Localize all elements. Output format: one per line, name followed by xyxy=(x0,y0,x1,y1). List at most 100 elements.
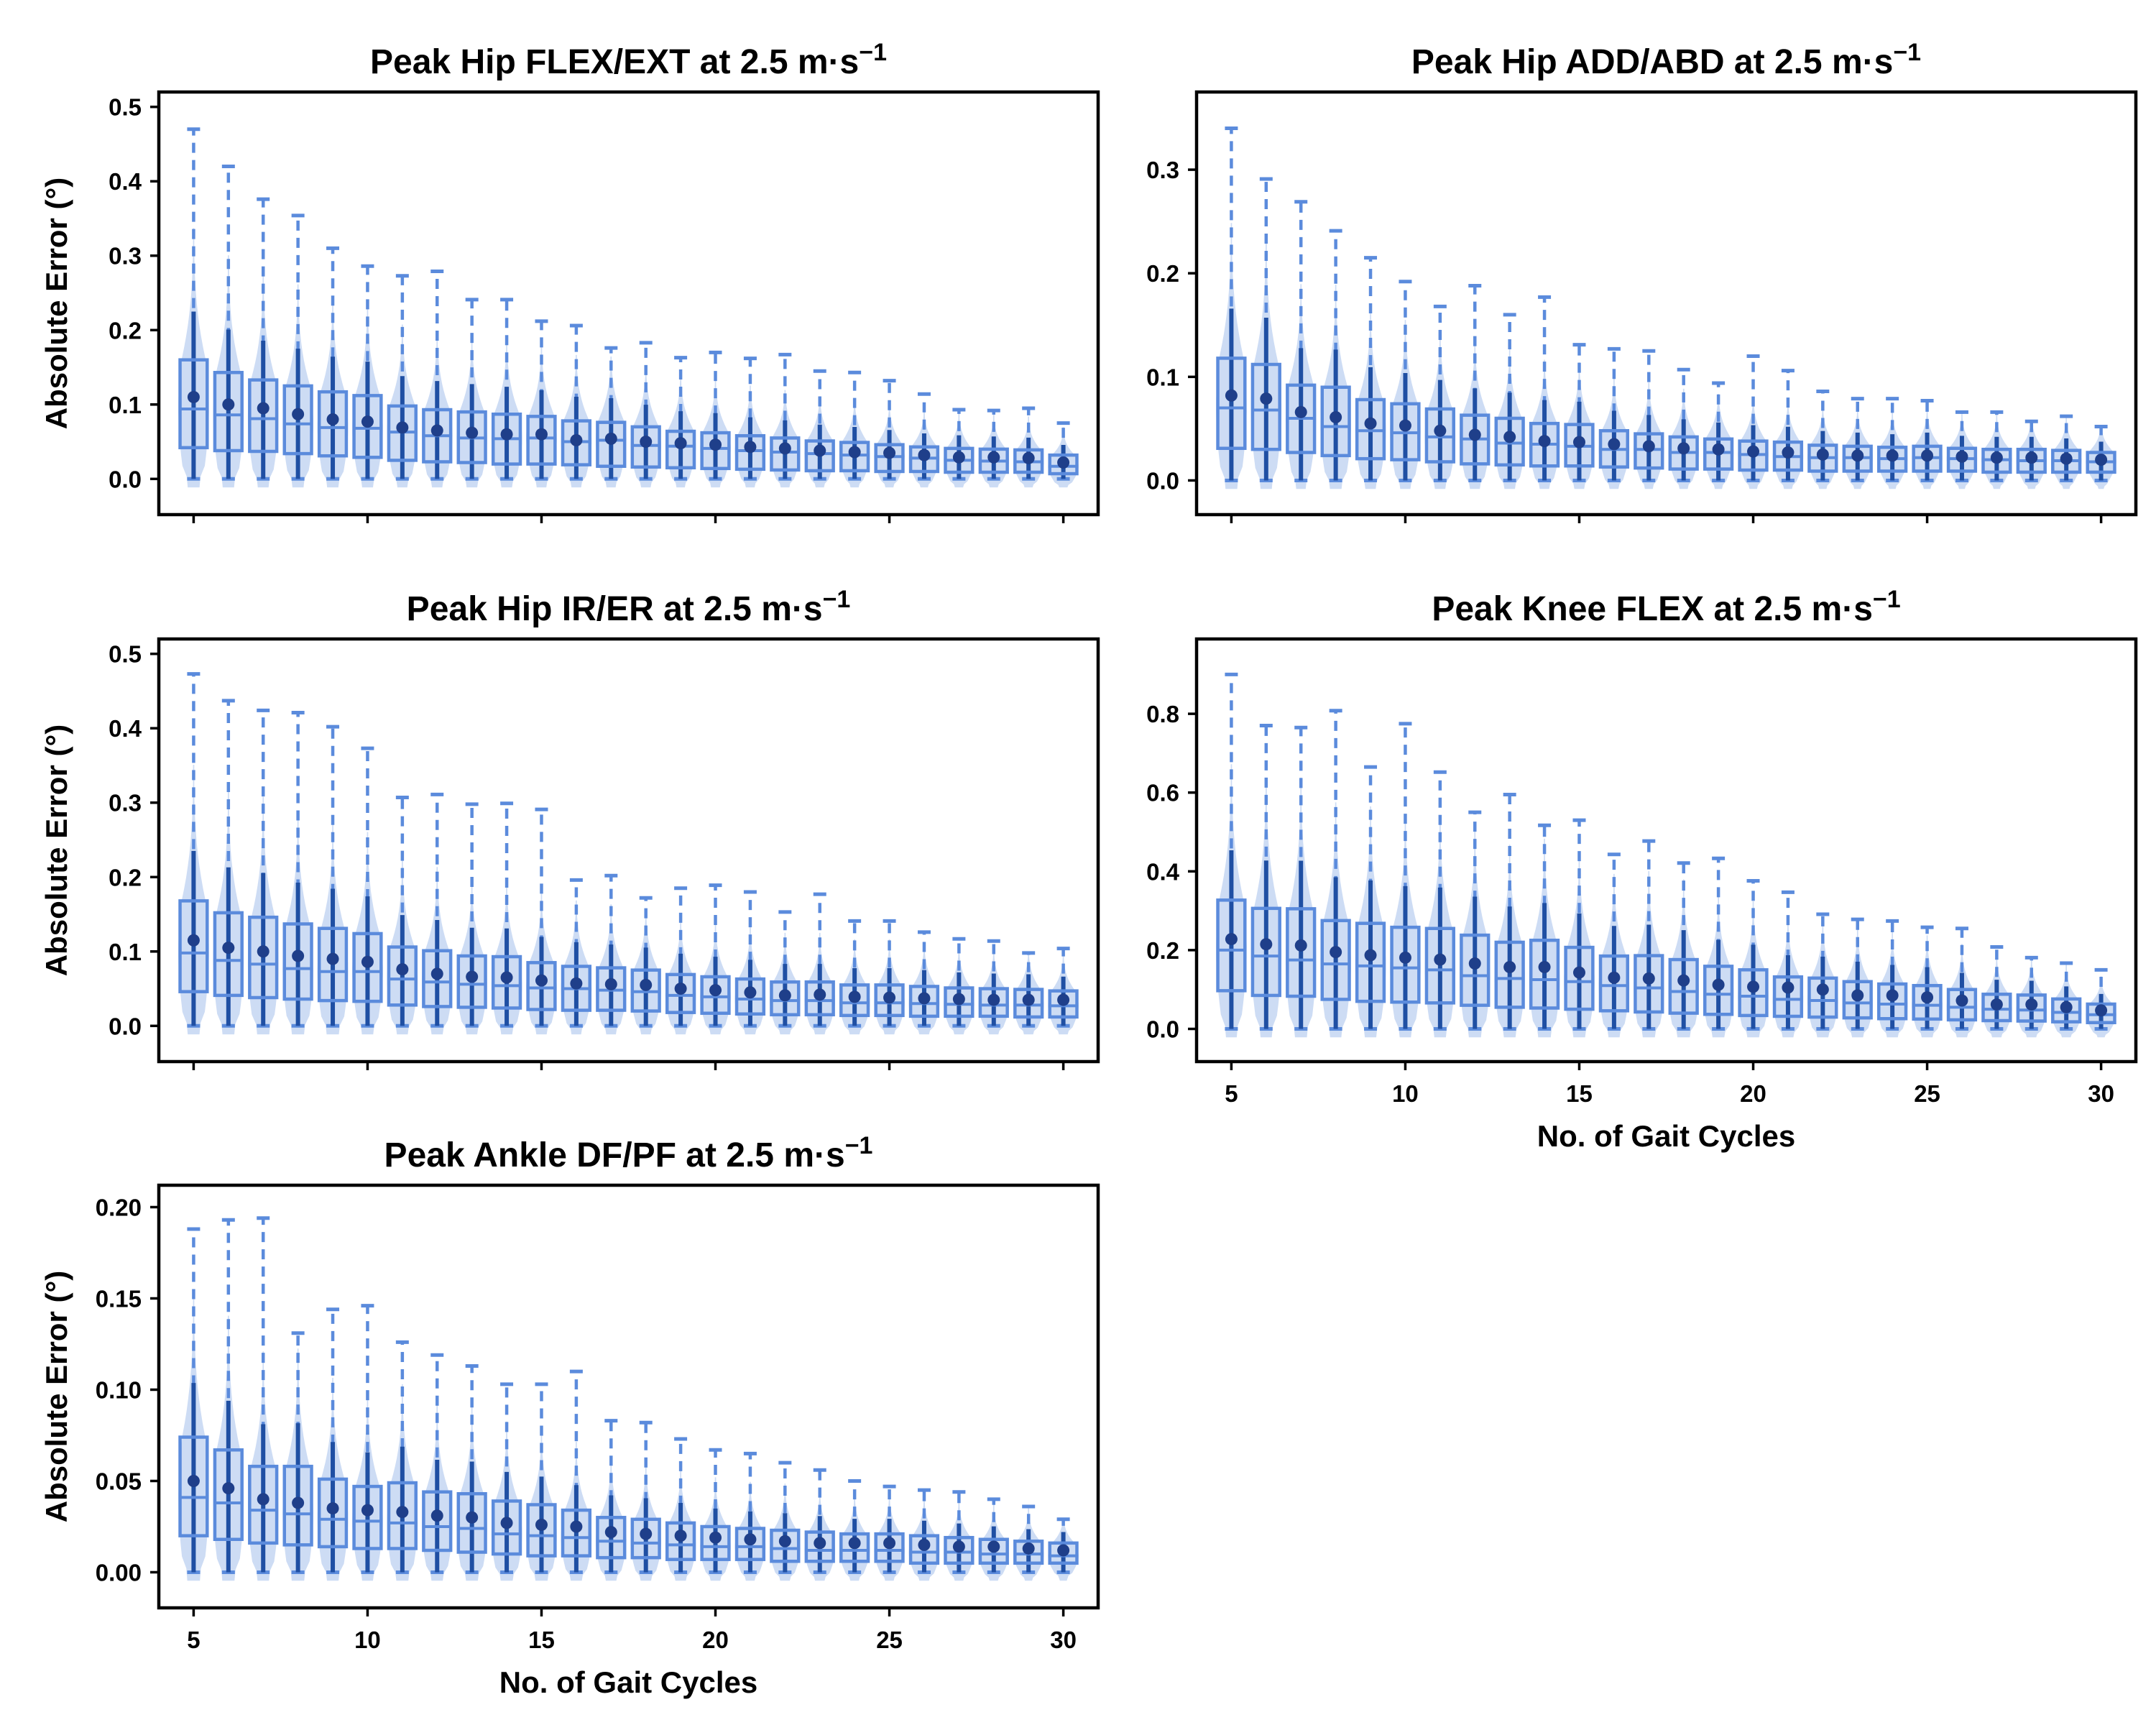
mean-marker xyxy=(1468,957,1481,970)
box-group xyxy=(700,883,731,1035)
box-group xyxy=(2051,414,2082,489)
x-tick-label: 5 xyxy=(187,1627,200,1653)
mean-marker xyxy=(1434,424,1447,437)
mean-marker xyxy=(1225,933,1238,946)
box-group xyxy=(1424,770,1456,1038)
box xyxy=(1946,988,1978,1022)
mean-marker xyxy=(1712,443,1725,456)
box-group xyxy=(1564,343,1595,489)
mean-marker xyxy=(778,989,791,1002)
panel-title-superscript: −1 xyxy=(823,586,851,613)
box xyxy=(770,436,801,472)
y-tick-label: 0.5 xyxy=(109,641,142,668)
mean-marker xyxy=(848,1537,861,1550)
box-group xyxy=(1807,390,1838,489)
mean-marker xyxy=(1747,445,1760,458)
box-group xyxy=(178,1227,209,1581)
box xyxy=(1286,907,1317,998)
mean-marker xyxy=(1022,451,1035,464)
box-group xyxy=(804,369,835,488)
box xyxy=(561,1508,592,1558)
mean-marker xyxy=(744,986,757,999)
x-axis-label: No. of Gait Cycles xyxy=(1537,1119,1795,1153)
x-tick-label: 20 xyxy=(702,1627,729,1653)
box-group xyxy=(839,370,870,488)
box xyxy=(1424,926,1455,1005)
box xyxy=(317,926,349,1003)
x-tick-label: 10 xyxy=(354,1627,381,1653)
x-tick-label: 15 xyxy=(528,1627,555,1653)
box-group xyxy=(1634,839,1664,1038)
box xyxy=(352,394,383,459)
box-group xyxy=(213,699,244,1035)
box xyxy=(1703,965,1734,1016)
mean-marker xyxy=(326,952,339,965)
box-group xyxy=(1048,947,1079,1035)
mean-marker xyxy=(1330,946,1342,959)
box-group xyxy=(248,1216,279,1581)
y-tick-label: 0.4 xyxy=(109,715,142,742)
mean-marker xyxy=(292,1496,305,1509)
y-tick-label: 0.3 xyxy=(109,243,142,270)
mean-marker xyxy=(500,1517,513,1530)
box-group xyxy=(1842,917,1873,1038)
mean-marker xyxy=(396,421,409,434)
mean-marker xyxy=(326,413,339,426)
box-group xyxy=(456,298,487,488)
box-group xyxy=(700,1448,731,1581)
mean-marker xyxy=(1057,1544,1070,1557)
mean-marker xyxy=(500,971,513,984)
mean-marker xyxy=(1816,983,1829,996)
box-group xyxy=(213,165,244,488)
mean-marker xyxy=(361,955,374,968)
y-tick-label: 0.2 xyxy=(1146,937,1179,964)
box xyxy=(596,420,627,468)
box-group xyxy=(1946,410,1978,489)
box-group xyxy=(1598,852,1630,1038)
mean-marker xyxy=(1260,938,1273,951)
box xyxy=(2051,997,2082,1024)
box xyxy=(213,1448,244,1542)
box-group xyxy=(1598,346,1630,489)
box-group xyxy=(1634,349,1664,489)
mean-marker xyxy=(2095,454,2108,466)
mean-marker xyxy=(709,1531,722,1544)
box xyxy=(665,429,696,470)
mean-marker xyxy=(1503,960,1516,973)
box-group xyxy=(352,264,383,488)
box-group xyxy=(1013,1504,1044,1581)
plot-frame xyxy=(157,637,1100,1064)
mean-marker xyxy=(222,1482,235,1495)
box-group xyxy=(1216,126,1247,489)
y-axis-label: Absolute Error (°) xyxy=(40,1271,73,1522)
mean-marker xyxy=(883,1537,896,1550)
box-group xyxy=(422,1353,453,1581)
box xyxy=(596,1516,627,1560)
mean-marker xyxy=(1022,1542,1035,1555)
box xyxy=(213,911,244,998)
panel-title: Peak Ankle DF/PF at 2.5 m·s−1 xyxy=(384,1132,873,1174)
mean-marker xyxy=(2095,1004,2108,1017)
box-group xyxy=(2050,961,2082,1038)
box-group xyxy=(1494,792,1525,1038)
box-group xyxy=(770,1460,801,1581)
mean-marker xyxy=(640,436,653,448)
mean-marker xyxy=(987,451,1000,464)
box-group xyxy=(1981,945,2012,1038)
box-group xyxy=(1842,397,1873,489)
panel-title: Peak Hip ADD/ABD at 2.5 m·s−1 xyxy=(1411,39,1921,81)
box-group xyxy=(282,710,313,1035)
box-group xyxy=(282,213,313,488)
box-group xyxy=(1320,709,1351,1038)
box-group xyxy=(1048,1517,1079,1581)
mean-marker xyxy=(2025,998,2038,1011)
mean-marker xyxy=(744,441,757,454)
box xyxy=(804,1530,835,1563)
box-group xyxy=(317,724,349,1035)
mean-marker xyxy=(1782,981,1795,994)
box-group xyxy=(387,274,418,488)
box xyxy=(630,425,661,469)
box xyxy=(1842,980,1873,1020)
box-group xyxy=(630,341,661,488)
box-group xyxy=(874,919,905,1035)
